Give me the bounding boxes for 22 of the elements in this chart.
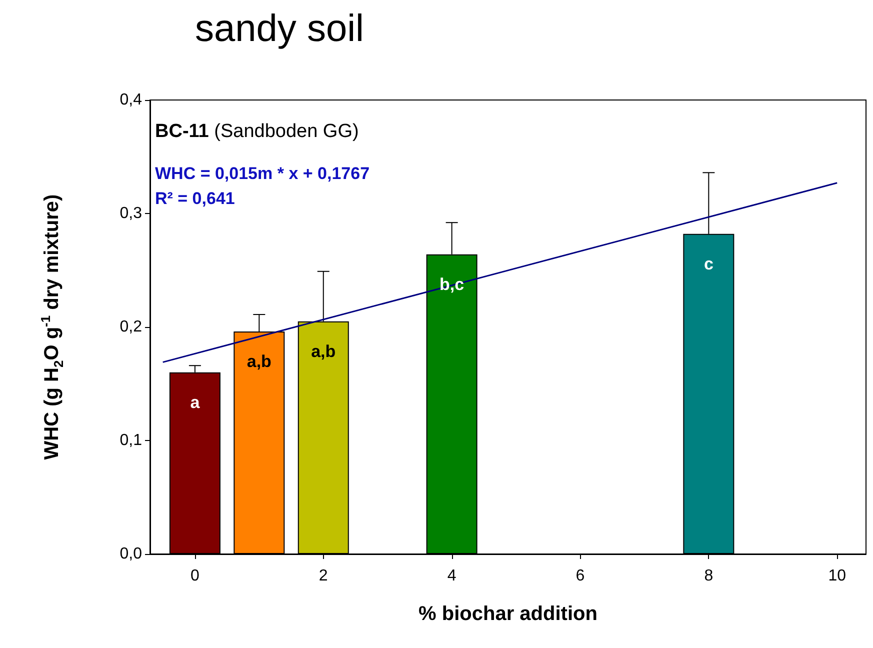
annotation: R² = 0,641 [155, 189, 235, 208]
y-tick-label: 0,2 [120, 318, 142, 336]
annotation: b,c [440, 274, 464, 294]
annotation: WHC = 0,015m * x + 0,1767 [155, 164, 370, 183]
y-tick-label: 0,4 [120, 92, 142, 108]
x-tick-label: 0 [190, 568, 200, 584]
chart-title: sandy soil [195, 8, 364, 50]
x-axis-title: % biochar addition [418, 603, 598, 625]
annotation: a [190, 392, 200, 412]
y-axis-title: WHC (g H2O g-1 dry mixture) [38, 194, 66, 460]
x-tick-label: 8 [704, 568, 714, 584]
y-tick-label: 0,3 [120, 205, 142, 222]
x-tick-label: 6 [576, 568, 585, 584]
annotation: c [704, 254, 714, 274]
y-tick-label: 0,0 [120, 546, 142, 562]
x-tick-label: 2 [318, 568, 328, 584]
annotation: BC-11 (Sandboden GG) [155, 121, 359, 142]
y-tick-label: 0,1 [120, 432, 142, 449]
x-tick-label: 10 [828, 568, 846, 584]
annotation: a,b [311, 342, 336, 361]
annotation: a,b [246, 352, 272, 372]
x-tick-label: 4 [447, 568, 456, 584]
